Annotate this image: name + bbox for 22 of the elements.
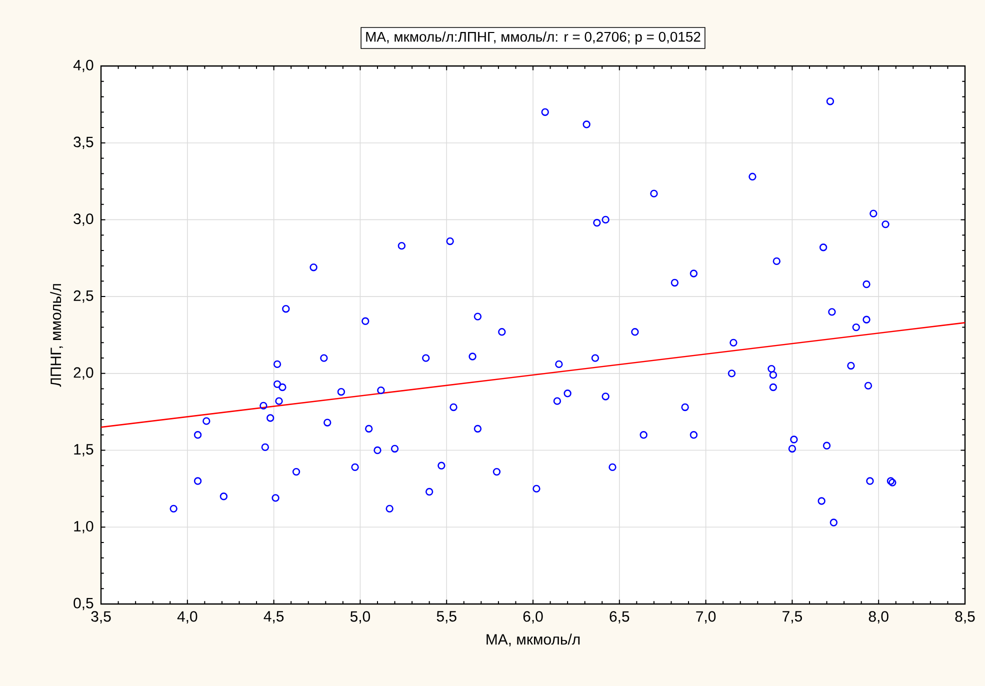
- chart-title: МА, мкмоль/л:ЛПНГ, ммоль/л: r = 0,2706; p = 0,0152: [366, 31, 700, 44]
- x-tick-label: 5,5: [436, 611, 456, 624]
- y-tick-label: 4,0: [73, 60, 94, 72]
- x-tick-label: 8,0: [868, 611, 888, 624]
- x-tick-label: 4,5: [264, 611, 284, 624]
- x-tick-label: 5,0: [350, 611, 370, 624]
- y-tick-label: 3,5: [74, 136, 94, 150]
- x-tick-label: 7,5: [782, 611, 802, 624]
- y-axis-title: ЛПНГ, ммоль/л: [50, 284, 63, 387]
- y-tick-label: 3,0: [74, 214, 94, 226]
- x-tick-label: 3,5: [91, 611, 111, 624]
- y-tick-label: 2,0: [74, 367, 94, 380]
- x-tick-label: 4,0: [177, 611, 198, 624]
- x-tick-label: 6,0: [523, 611, 543, 624]
- y-tick-label: 1,0: [74, 520, 94, 534]
- x-tick-label: 6,5: [610, 611, 630, 624]
- x-tick-label: 7,0: [696, 611, 716, 624]
- y-tick-label: 2,5: [74, 290, 94, 303]
- y-tick-label: 1,5: [74, 444, 94, 456]
- x-tick-label: 8,5: [955, 611, 975, 624]
- x-axis-title: МА, мкмоль/л: [486, 634, 580, 646]
- y-tick-label: 0,5: [74, 598, 94, 610]
